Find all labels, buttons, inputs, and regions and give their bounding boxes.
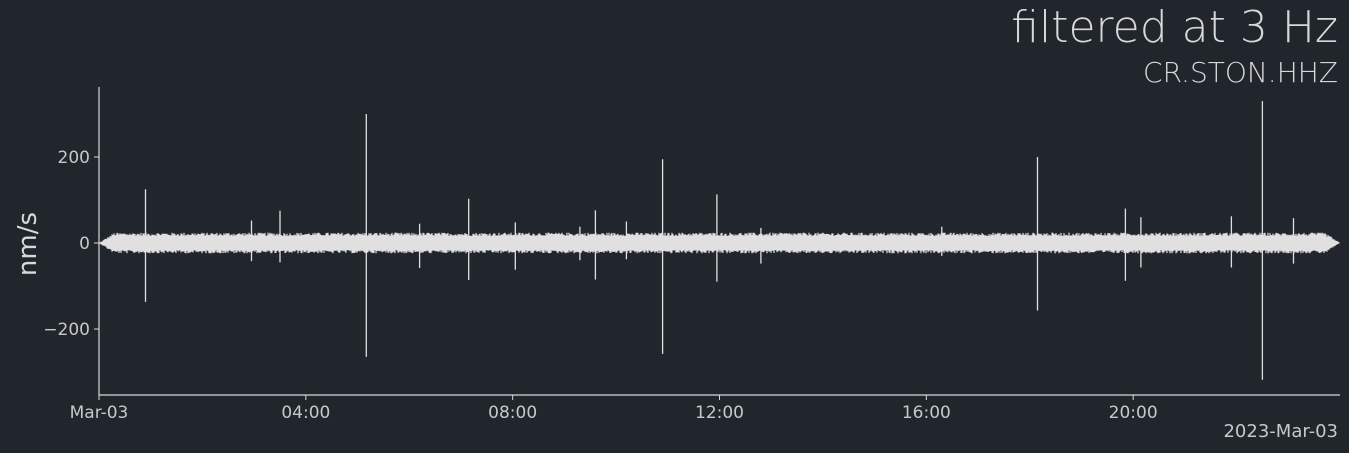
y-tick-label: −200 bbox=[43, 320, 90, 340]
trace-layer bbox=[99, 232, 1340, 254]
chart-subtitle: CR.STON.HHZ bbox=[1143, 56, 1338, 89]
chart-title: filtered at 3 Hz bbox=[1011, 2, 1338, 53]
x-tick-label: 16:00 bbox=[902, 403, 951, 423]
x-tick-label: Mar-03 bbox=[70, 403, 129, 423]
x-tick-label: 12:00 bbox=[695, 403, 744, 423]
spike-layer bbox=[144, 101, 1295, 380]
y-tick-label: 0 bbox=[79, 234, 90, 254]
x-tick-label: 20:00 bbox=[1109, 403, 1158, 423]
date-label: 2023-Mar-03 bbox=[1223, 421, 1338, 442]
x-tick-label: 08:00 bbox=[488, 403, 537, 423]
noise-band bbox=[99, 232, 1340, 254]
y-tick-label: 200 bbox=[58, 148, 90, 168]
ticks: 200 0 −200 Mar-03 04:00 08:00 12:00 16:00 20:00 bbox=[43, 148, 1157, 423]
x-tick-label: 04:00 bbox=[281, 403, 330, 423]
